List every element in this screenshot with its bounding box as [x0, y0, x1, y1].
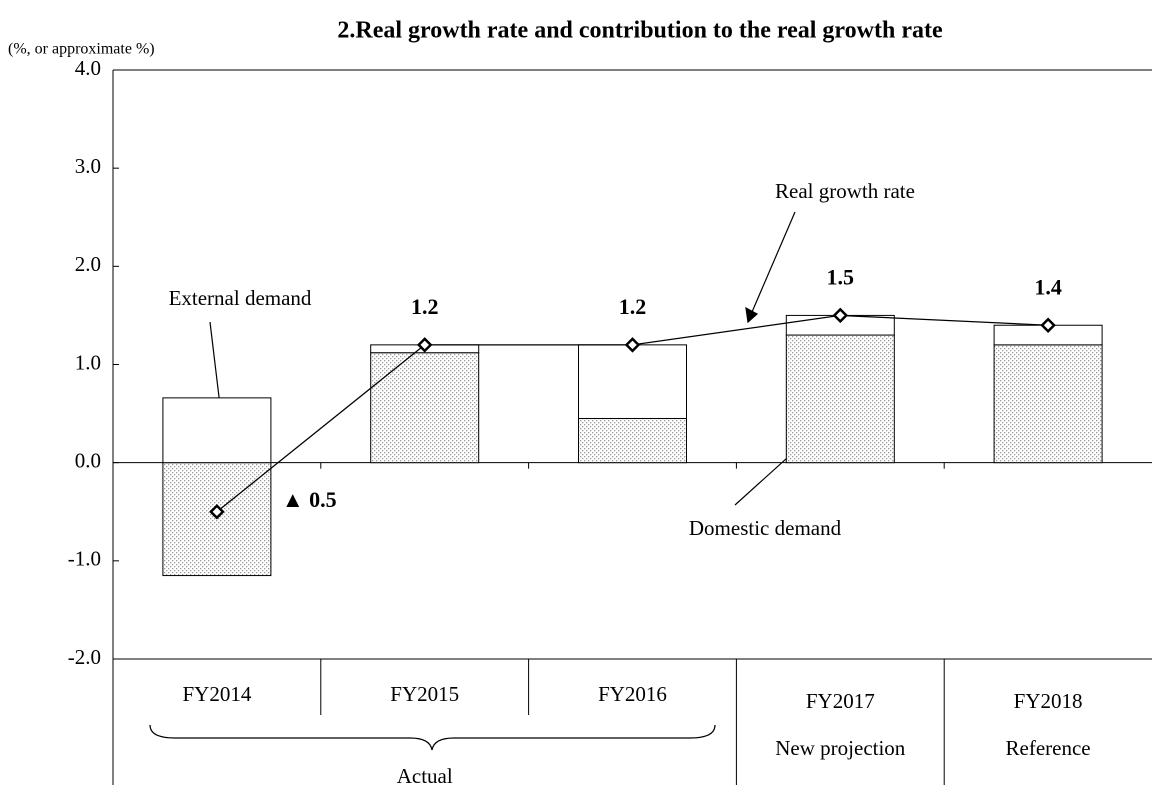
bar-segment — [578, 417, 687, 464]
bar-segment — [162, 397, 272, 464]
y-axis-label: (%, or approximate %) — [8, 41, 155, 58]
series-annotation: External demand — [169, 286, 312, 310]
data-label: 1.4 — [1034, 274, 1062, 299]
y-tick-label: 0.0 — [75, 448, 101, 472]
x-tick-label: FY2016 — [598, 682, 667, 706]
y-tick-label: -1.0 — [68, 547, 101, 571]
y-tick-label: 2.0 — [75, 252, 101, 276]
series-annotation: Real growth rate — [775, 179, 915, 203]
y-tick-label: 3.0 — [75, 154, 101, 178]
bar-segment — [993, 344, 1103, 464]
category-note: Actual — [397, 764, 453, 785]
series-annotation: Domestic demand — [689, 516, 842, 540]
bar-segment — [578, 344, 687, 419]
data-label: 1.5 — [827, 264, 855, 289]
chart-title: 2.Real growth rate and contribution to t… — [337, 18, 943, 44]
data-label: 1.2 — [619, 294, 647, 319]
y-tick-label: -2.0 — [68, 645, 101, 669]
category-note: Reference — [1006, 736, 1091, 760]
line-marker — [416, 337, 433, 353]
y-tick-label: 1.0 — [75, 350, 101, 374]
category-note: New projection — [775, 736, 906, 760]
line-marker — [1040, 317, 1056, 334]
line-marker — [209, 503, 225, 520]
line-marker — [832, 307, 849, 324]
x-tick-label: FY2017 — [806, 689, 875, 713]
x-tick-label: FY2014 — [182, 682, 251, 706]
y-tick-label: 4.0 — [75, 56, 101, 80]
bar-segment — [370, 352, 480, 464]
data-label: ▲ 0.5 — [282, 487, 337, 512]
x-tick-label: FY2018 — [1014, 689, 1083, 713]
x-tick-label: FY2015 — [390, 682, 459, 706]
data-label: 1.2 — [411, 294, 439, 319]
bar-segment — [785, 334, 895, 464]
line-marker — [624, 337, 641, 353]
